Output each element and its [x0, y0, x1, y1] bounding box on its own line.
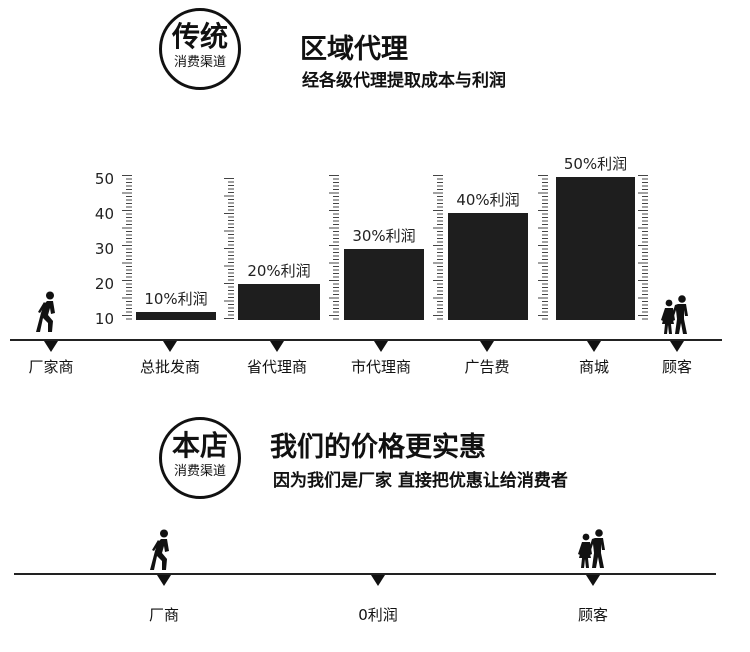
walking-person-icon: [36, 291, 55, 332]
walking-person-icon: [150, 529, 169, 570]
bar-label-4: 40%利润: [456, 190, 520, 209]
ruler-ticks: [122, 175, 132, 320]
traditional-badge-sub: 消费渠道: [173, 55, 226, 70]
ruler-4: [433, 175, 443, 321]
bar-3: [344, 248, 424, 320]
couple-walking-icon: [578, 529, 605, 568]
node-label-province-agent: 省代理商: [246, 358, 308, 376]
traditional-badge-main: 传统: [171, 20, 228, 53]
node-label-wholesaler: 总批发商: [139, 358, 201, 376]
node-label-mall: 商城: [578, 358, 610, 376]
ruler-3: [329, 175, 339, 321]
our-store-badge: 本店 消费渠道: [159, 417, 241, 499]
node-marker-factory: [157, 575, 171, 586]
bar-1: [136, 312, 216, 320]
y-tick-40: 40: [94, 205, 114, 223]
ruler-ticks: [638, 175, 648, 320]
our-store-title: 我们的价格更实惠: [270, 432, 486, 463]
our-store-badge-main: 本店: [171, 429, 228, 462]
bar-2: [238, 284, 320, 320]
node-marker-1: [44, 341, 58, 352]
ruler-5: [538, 175, 548, 321]
node-label-factory: 厂家商: [28, 358, 74, 376]
bar-5: [556, 177, 635, 320]
ruler-6: [638, 175, 648, 321]
node-marker-3: [270, 341, 284, 352]
node-label-customer: 顾客: [661, 358, 693, 376]
node-label-customer-direct: 顾客: [577, 606, 609, 624]
bar-4: [448, 212, 528, 320]
ruler-2: [224, 178, 234, 321]
y-tick-20: 20: [94, 275, 114, 293]
node-marker-2: [163, 341, 177, 352]
ruler-ticks: [224, 178, 234, 319]
traditional-subtitle: 经各级代理提取成本与利润: [302, 71, 506, 91]
ruler-ticks: [329, 175, 339, 320]
node-label-advertising: 广告费: [464, 358, 510, 376]
node-marker-customer: [586, 575, 600, 586]
traditional-badge: 传统 消费渠道: [159, 8, 241, 90]
ruler-ticks: [433, 175, 443, 320]
our-store-badge-sub: 消费渠道: [173, 464, 226, 479]
y-tick-10: 10: [94, 310, 114, 328]
y-tick-50: 50: [94, 170, 114, 188]
couple-walking-icon: [661, 295, 688, 334]
bar-label-2: 20%利润: [247, 262, 311, 281]
bar-label-5: 50%利润: [563, 155, 628, 173]
node-marker-zero-profit: [371, 575, 385, 586]
node-marker-4: [374, 341, 388, 352]
bar-label-1: 10%利润: [144, 290, 208, 308]
traditional-title: 区域代理: [300, 34, 408, 65]
ruler-ticks: [538, 175, 548, 320]
our-store-timeline: [14, 573, 716, 575]
our-store-subtitle: 因为我们是厂家 直接把优惠让给消费者: [273, 471, 568, 491]
traditional-timeline: [10, 339, 722, 341]
ruler-1: [122, 175, 132, 321]
node-marker-6: [587, 341, 601, 352]
node-marker-5: [480, 341, 494, 352]
node-label-city-agent: 市代理商: [350, 358, 412, 376]
y-tick-30: 30: [94, 240, 114, 258]
node-label-factory-direct: 厂商: [148, 606, 180, 624]
node-marker-7: [670, 341, 684, 352]
node-label-zero-profit: 0利润: [358, 606, 398, 624]
bar-label-3: 30%利润: [352, 226, 416, 245]
